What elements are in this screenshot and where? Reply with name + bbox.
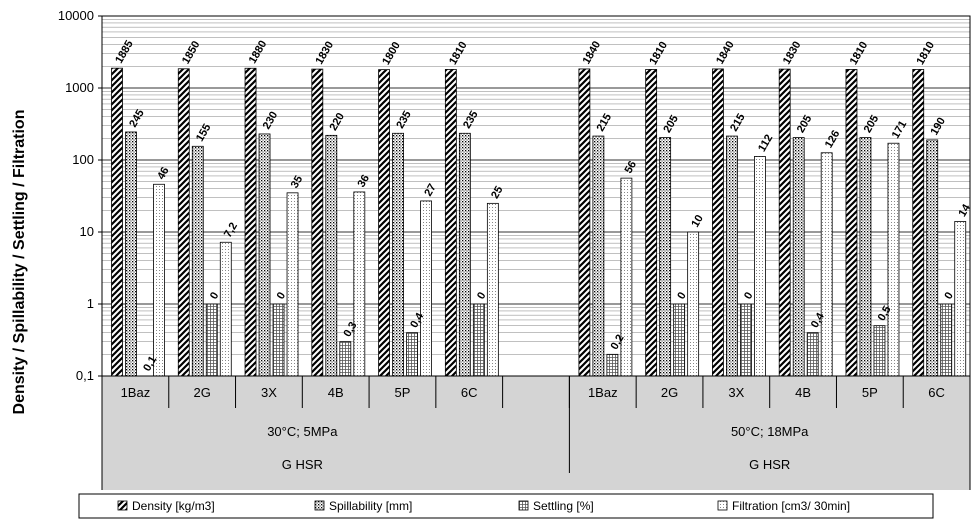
bar-diag: [645, 69, 658, 377]
bar-grid: [873, 325, 886, 377]
bar-dots: [191, 145, 204, 377]
data-label: 10: [689, 213, 706, 230]
data-label: 0: [208, 290, 221, 301]
bar-grid: [406, 332, 418, 377]
category-label: 5P: [862, 385, 878, 400]
bars: [111, 67, 967, 377]
bar-dots: [859, 137, 872, 377]
bar-grid: [940, 303, 953, 377]
y-tick-label: 0,1: [76, 368, 94, 383]
category-label: 4B: [795, 385, 811, 400]
y-tick-label: 1: [87, 296, 94, 311]
category-label: 5P: [395, 385, 411, 400]
group-label: 30°C; 5MPa: [267, 424, 338, 439]
legend-label: Density [kg/m3]: [132, 499, 215, 513]
data-label: 46: [155, 165, 172, 182]
bar-lightdots: [486, 202, 499, 377]
bar-lightdots: [820, 152, 833, 377]
legend-swatch: [314, 500, 325, 511]
bar-grid: [740, 303, 752, 377]
category-label: 1Baz: [588, 385, 618, 400]
y-tick-label: 100: [72, 152, 94, 167]
category-label: 3X: [261, 385, 277, 400]
data-label: 14: [956, 202, 971, 219]
bar-grid: [339, 341, 352, 377]
legend-label: Filtration [cm3/ 30min]: [732, 499, 850, 513]
bar-grid: [205, 303, 218, 377]
bar-dots: [592, 135, 605, 377]
category-label: 2G: [661, 385, 678, 400]
bar-diag: [111, 67, 123, 377]
bar-dots: [392, 132, 404, 377]
bar-diag: [712, 68, 724, 377]
legend-swatch: [518, 500, 529, 511]
data-label: 0: [942, 290, 955, 301]
bar-grid: [806, 332, 819, 377]
data-label: 27: [422, 182, 439, 199]
bar-lightdots: [353, 191, 366, 377]
legend-swatch: [117, 500, 128, 511]
bar-diag: [378, 69, 390, 377]
data-label: 0: [475, 290, 488, 301]
y-tick-label: 1000: [65, 80, 94, 95]
bar-diag: [912, 69, 925, 377]
category-axis-background: [102, 376, 970, 490]
outer-group-label: G HSR: [282, 457, 323, 472]
y-tick-label: 10: [80, 224, 94, 239]
category-label: 1Baz: [121, 385, 151, 400]
bar-dots: [258, 133, 271, 377]
bar-diag: [778, 68, 791, 377]
y-axis-title: Density / Spillability / Settling / Filt…: [11, 110, 28, 415]
data-label: 35: [289, 174, 306, 191]
data-label: 0: [742, 290, 755, 301]
bar-lightdots: [620, 177, 633, 377]
legend: Density [kg/m3] Spillability [mm] Settling…: [78, 493, 934, 519]
bar-dots: [325, 134, 338, 377]
bar-grid: [272, 303, 285, 377]
category-label: 3X: [728, 385, 744, 400]
bar-lightdots: [887, 142, 900, 377]
category-label: 6C: [928, 385, 945, 400]
legend-label: Settling [%]: [533, 499, 594, 513]
bar-diag: [244, 67, 257, 377]
bar-lightdots: [153, 183, 165, 377]
legend-box: [78, 493, 934, 519]
group-label: 50°C; 18MPa: [731, 424, 809, 439]
bar-diag: [845, 69, 858, 377]
bar-grid: [606, 353, 619, 377]
bar-diag: [578, 68, 591, 377]
y-tick-label: 10000: [58, 8, 94, 23]
bar-lightdots: [687, 231, 700, 377]
bar-grid: [673, 303, 686, 377]
bar-dots: [926, 139, 939, 377]
bar-diag: [177, 68, 190, 377]
bar-lightdots: [219, 241, 232, 377]
bar-dots: [726, 135, 738, 377]
data-label: 56: [623, 159, 640, 176]
bar-dots: [792, 137, 805, 377]
bar-lightdots: [420, 200, 432, 377]
bar-dots: [458, 132, 471, 377]
bar-diag: [311, 68, 324, 377]
data-label: 0: [675, 290, 688, 301]
data-label: 25: [489, 184, 506, 201]
outer-group-label: G HSR: [749, 457, 790, 472]
category-label: 4B: [328, 385, 344, 400]
bar-lightdots: [754, 156, 766, 377]
data-label: 36: [356, 173, 373, 190]
bar-diag: [444, 69, 457, 377]
category-label: 2G: [193, 385, 210, 400]
bar-lightdots: [286, 192, 299, 377]
bar-lightdots: [954, 221, 967, 377]
data-label: 0: [275, 290, 288, 301]
legend-label: Spillability [mm]: [329, 499, 412, 513]
bar-grid: [472, 303, 485, 377]
bar-dots: [659, 137, 672, 377]
bar-dots: [125, 131, 137, 377]
legend-swatch: [717, 500, 728, 511]
category-label: 6C: [461, 385, 478, 400]
